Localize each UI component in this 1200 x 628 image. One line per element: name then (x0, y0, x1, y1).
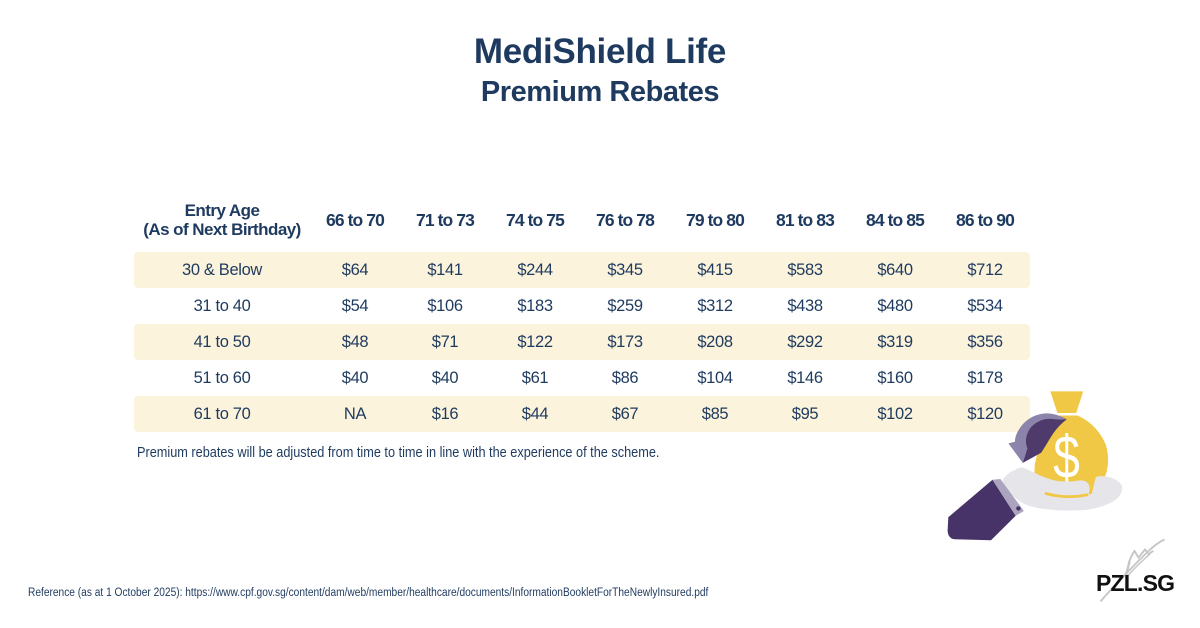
svg-text:$: $ (1053, 423, 1080, 491)
